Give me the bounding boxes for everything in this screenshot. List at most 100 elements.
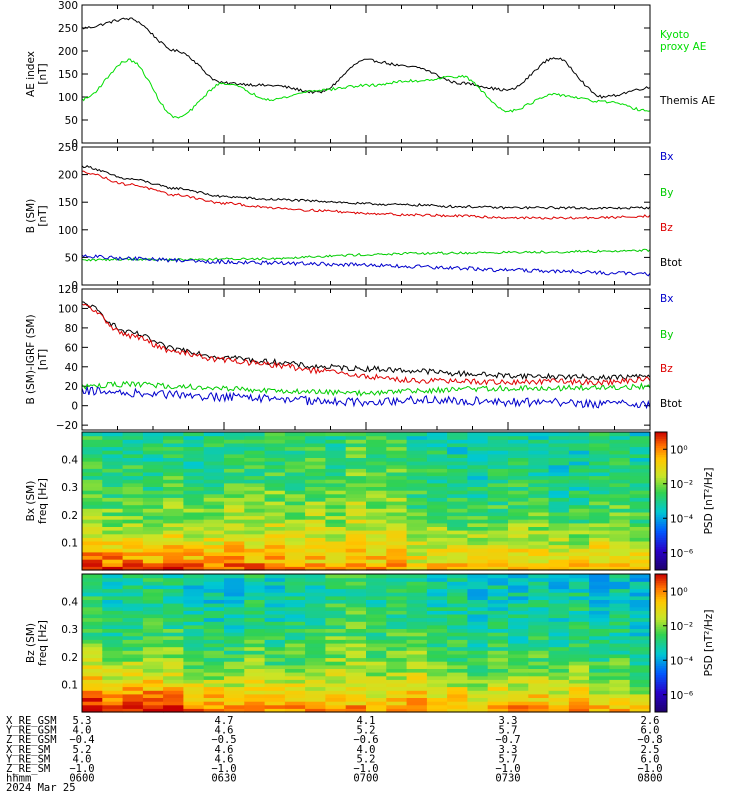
- spectrogram-cell: [325, 599, 347, 604]
- spectrogram-cell: [447, 653, 468, 659]
- spectrogram-cell: [82, 504, 103, 509]
- spectrogram-cell: [406, 610, 428, 615]
- spectrogram-cell: [426, 708, 448, 713]
- spectrogram-cell: [426, 628, 448, 633]
- spectrogram-cell: [102, 690, 124, 695]
- y-tick-label: 0.2: [61, 510, 78, 522]
- spectrogram-cell: [568, 661, 590, 666]
- spectrogram-cell: [244, 584, 266, 590]
- spectrogram-cell: [548, 643, 570, 648]
- spectrogram-cell: [244, 697, 266, 702]
- spectrogram-cell: [447, 613, 468, 619]
- colorbar-segment: [655, 592, 667, 596]
- spectrogram-cell: [589, 646, 610, 651]
- spectrogram-cell: [629, 679, 651, 684]
- spectrogram-cell: [102, 479, 124, 484]
- spectrogram-cell: [305, 453, 326, 458]
- y-tick-label: 0.1: [61, 679, 78, 691]
- spectrogram-cell: [325, 479, 347, 484]
- spectrogram-cell: [82, 540, 103, 546]
- spectrogram-cell: [568, 490, 590, 495]
- spectrogram-cell: [82, 577, 103, 582]
- spectrogram-cell: [548, 533, 570, 538]
- spectrogram-cell: [487, 599, 509, 604]
- spectrogram-cell: [447, 551, 468, 556]
- spectrogram-cell: [426, 533, 448, 538]
- spectrogram-cell: [345, 446, 367, 451]
- footer-value: 2.5: [641, 744, 660, 756]
- spectrogram-cell: [142, 690, 164, 695]
- spectrogram-cell: [609, 621, 631, 626]
- spectrogram-cell: [163, 646, 184, 651]
- spectrogram-cell: [487, 632, 509, 637]
- spectrogram-cell: [142, 457, 164, 462]
- spectrogram-cell: [508, 603, 529, 608]
- spectrogram-cell: [345, 540, 367, 546]
- spectrogram-cell: [386, 595, 408, 600]
- spectrogram-cell: [264, 515, 286, 520]
- spectrogram-cell: [284, 479, 306, 484]
- spectrogram-cell: [487, 701, 509, 706]
- spectrogram-cell: [589, 697, 610, 702]
- spectrogram-cell: [548, 468, 570, 473]
- spectrogram-cell: [345, 555, 367, 560]
- spectrogram-cell: [366, 653, 387, 659]
- spectrogram-cell: [142, 693, 164, 698]
- spectrogram-cell: [548, 628, 570, 633]
- spectrogram-cell: [345, 439, 367, 444]
- spectrogram-cell: [122, 526, 144, 531]
- spectrogram-cell: [487, 679, 509, 684]
- spectrogram-cell: [183, 653, 205, 659]
- spectrogram-cell: [528, 584, 550, 590]
- spectrogram-cell: [548, 704, 570, 709]
- spectrogram-cell: [366, 544, 387, 549]
- spectrogram-cell: [122, 439, 144, 444]
- colorbar-segment: [655, 597, 667, 600]
- spectrogram-cell: [508, 693, 529, 698]
- spectrogram-cell: [264, 493, 286, 498]
- y-tick-label: 250: [58, 23, 78, 35]
- spectrogram-cell: [82, 621, 103, 626]
- spectrogram-cell: [629, 675, 651, 680]
- spectrogram-cell: [264, 461, 286, 466]
- colorbar-segment: [655, 567, 667, 571]
- colorbar-segment: [655, 514, 667, 518]
- colorbar-segment: [655, 617, 667, 621]
- footer-value: −1.0: [353, 763, 378, 775]
- spectrogram-cell: [82, 464, 103, 469]
- spectrogram-cell: [508, 599, 529, 604]
- colorbar-segment: [655, 560, 667, 564]
- spectrogram-cell: [183, 482, 205, 487]
- spectrogram-cell: [264, 435, 286, 440]
- spectrogram-cell: [203, 588, 225, 593]
- footer-value: 6.0: [641, 725, 660, 737]
- spectrogram-cell: [224, 628, 245, 633]
- spectrogram-cell: [102, 617, 124, 622]
- spectrogram-cell: [82, 624, 103, 629]
- spectrogram-cell: [203, 610, 225, 615]
- colorbar-segment: [655, 574, 667, 577]
- spectrogram-cell: [508, 468, 529, 473]
- spectrogram-cell: [589, 672, 610, 677]
- spectrogram-cell: [467, 566, 489, 571]
- spectrogram-cell: [629, 643, 651, 648]
- spectrogram-cell: [122, 479, 144, 484]
- spectrogram-cell: [568, 442, 590, 448]
- spectrogram-cell: [467, 464, 489, 469]
- spectrogram-cell: [528, 559, 550, 564]
- spectrogram-cell: [589, 682, 610, 688]
- spectrogram-cell: [467, 479, 489, 484]
- spectrogram-cell: [406, 501, 428, 506]
- spectrogram-cell: [163, 661, 184, 666]
- spectrogram-cell: [264, 540, 286, 546]
- spectrogram-cell: [447, 606, 468, 611]
- spectrogram-cell: [142, 643, 164, 648]
- spectrogram-cell: [305, 682, 326, 688]
- spectrogram-cell: [345, 522, 367, 527]
- spectrogram-cell: [467, 701, 489, 706]
- spectrogram-cell: [203, 599, 225, 604]
- spectrogram-cell: [406, 639, 428, 644]
- spectrogram-cell: [629, 610, 651, 615]
- spectrogram-cell: [426, 555, 448, 560]
- spectrogram-cell: [426, 621, 448, 626]
